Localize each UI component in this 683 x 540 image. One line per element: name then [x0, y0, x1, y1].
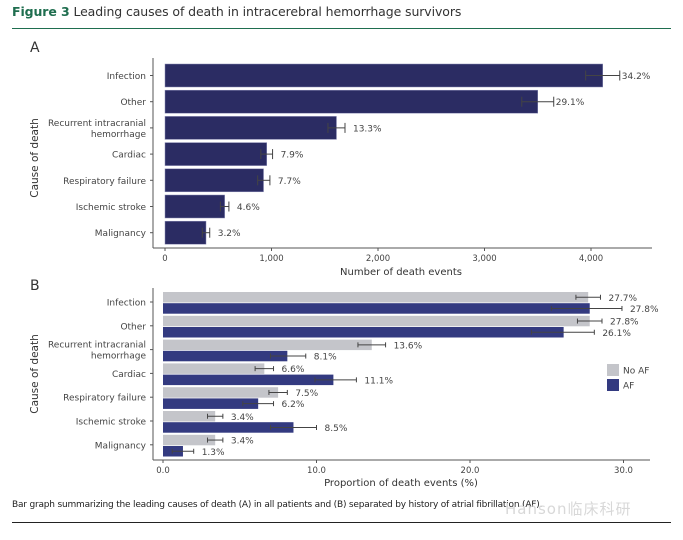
- x-axis-title-b: Proportion of death events (%): [324, 478, 478, 489]
- panel-a-chart: 34.2% Infection 29.1% Other 13.3% Recurrent i…: [29, 58, 652, 278]
- data-label-b-af-2: 8.1%: [314, 353, 337, 363]
- x-tick-label-a-0: 0: [162, 254, 167, 264]
- bar-b-noaf-3: [163, 363, 265, 374]
- y-axis-title-a: Cause of death: [29, 118, 41, 197]
- data-label-b-noaf-5: 3.4%: [231, 413, 254, 423]
- bar-a-1: [164, 89, 538, 114]
- bar-b-af-4: [163, 398, 259, 409]
- legend-label-af: AF: [623, 382, 634, 392]
- data-label-a-0: 34.2%: [622, 72, 651, 82]
- bar-a-0: [164, 63, 603, 88]
- bar-b-noaf-1: [163, 315, 590, 327]
- data-label-a-2: 13.3%: [353, 124, 382, 134]
- category-label-b-6: Malignancy: [95, 441, 147, 451]
- data-label-a-3: 7.9%: [281, 151, 304, 161]
- bar-b-noaf-5: [163, 411, 216, 422]
- bar-b-af-1: [163, 327, 564, 338]
- x-axis-title-a: Number of death events: [340, 267, 462, 278]
- panel-b-chart: 27.7%27.8%Infection27.8%26.1%Other13.6%8…: [29, 288, 659, 489]
- category-label-a-2: Recurrent intracranial hemorrhage: [48, 119, 146, 140]
- panel-a-label: A: [30, 40, 40, 56]
- data-label-b-noaf-4: 7.5%: [295, 389, 318, 399]
- category-label-a-5: Ischemic stroke: [76, 203, 147, 213]
- category-label-a-0: Infection: [107, 72, 146, 82]
- legend-label-no-af: No AF: [623, 367, 649, 377]
- category-label-b-0: Infection: [107, 299, 146, 309]
- data-label-b-af-6: 1.3%: [202, 448, 225, 458]
- category-label-b-1: Other: [120, 322, 146, 332]
- data-label-b-noaf-2: 13.6%: [394, 341, 423, 351]
- bar-a-3: [164, 142, 267, 166]
- legend-swatch-no-af: [607, 364, 619, 376]
- title-divider: [12, 28, 671, 29]
- data-label-b-noaf-6: 3.4%: [231, 437, 254, 447]
- x-tick-label-b-3: 30.0: [614, 466, 633, 476]
- data-label-b-noaf-0: 27.7%: [608, 294, 637, 304]
- watermark: Hanson临床科研: [505, 500, 632, 518]
- bar-b-af-5: [163, 422, 294, 433]
- category-label-b-5: Ischemic stroke: [76, 418, 147, 428]
- category-label-a-6: Malignancy: [95, 229, 147, 239]
- data-label-b-af-0: 27.8%: [630, 305, 659, 315]
- legend-b: No AF AF: [607, 364, 649, 392]
- bar-b-noaf-4: [163, 387, 279, 398]
- data-label-a-4: 7.7%: [278, 177, 301, 187]
- bar-b-af-0: [163, 303, 590, 314]
- y-axis-title-b: Cause of death: [29, 334, 41, 413]
- data-label-b-noaf-3: 6.6%: [282, 365, 305, 375]
- category-label-a-3: Cardiac: [112, 151, 146, 161]
- x-tick-label-a-3: 3,000: [472, 254, 496, 264]
- bar-a-6: [164, 220, 207, 245]
- category-label-b-4: Respiratory failure: [63, 394, 146, 404]
- data-label-b-af-5: 8.5%: [325, 424, 348, 434]
- data-label-a-1: 29.1%: [556, 98, 585, 108]
- figure-title: Figure 3 Leading causes of death in intr…: [12, 4, 461, 19]
- category-label-b-3: Cardiac: [112, 370, 146, 380]
- data-label-a-5: 4.6%: [237, 203, 260, 213]
- x-tick-label-a-4: 4,000: [579, 254, 603, 264]
- bar-a-4: [164, 168, 264, 193]
- x-tick-label-a-1: 1,000: [259, 254, 283, 264]
- bar-b-af-3: [163, 374, 334, 386]
- figure-caption: Bar graph summarizing the leading causes…: [12, 500, 543, 510]
- data-label-b-af-1: 26.1%: [602, 329, 631, 339]
- figure-number: Figure 3: [12, 4, 70, 19]
- bar-b-noaf-6: [163, 434, 216, 446]
- data-label-b-noaf-1: 27.8%: [610, 318, 639, 328]
- category-label-a-4: Respiratory failure: [63, 177, 146, 187]
- legend-swatch-af: [607, 379, 619, 391]
- bar-b-noaf-2: [163, 339, 372, 351]
- data-label-b-af-4: 6.2%: [282, 400, 305, 410]
- figure-title-text: Leading causes of death in intracerebral…: [73, 4, 462, 19]
- bar-b-noaf-0: [163, 292, 589, 303]
- category-label-b-2: Recurrent intracranial hemorrhage: [48, 341, 146, 362]
- x-tick-label-b-1: 10.0: [307, 466, 326, 476]
- category-label-a-1: Other: [120, 98, 146, 108]
- data-label-b-af-3: 11.1%: [364, 376, 393, 386]
- x-tick-label-b-0: 0.0: [156, 466, 170, 476]
- data-label-a-6: 3.2%: [218, 229, 241, 239]
- panel-b-label: B: [30, 278, 40, 294]
- bar-b-af-2: [163, 350, 288, 362]
- caption-divider: [12, 522, 671, 523]
- x-tick-label-a-2: 2,000: [366, 254, 390, 264]
- bar-a-5: [164, 194, 225, 219]
- bar-a-2: [164, 116, 337, 140]
- x-tick-label-b-2: 20.0: [461, 466, 480, 476]
